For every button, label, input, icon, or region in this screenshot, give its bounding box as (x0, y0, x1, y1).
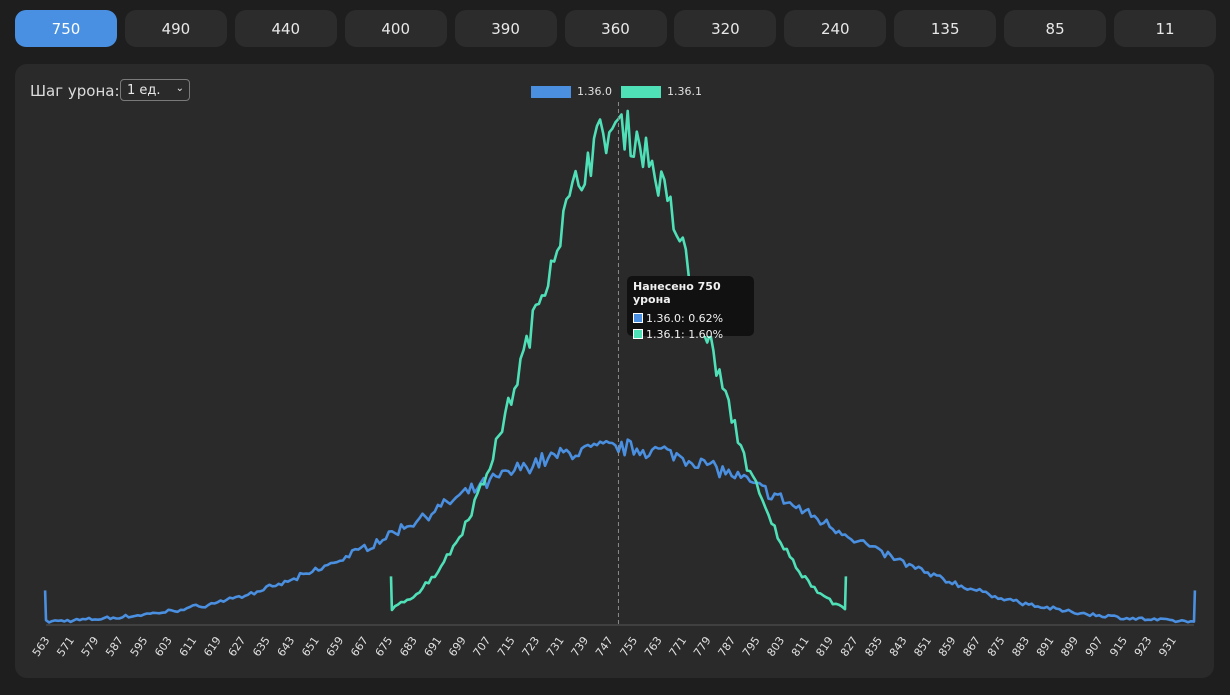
tab-490[interactable]: 490 (124, 10, 227, 47)
x-tick-label: 787 (716, 634, 739, 659)
x-tick-label: 747 (593, 634, 616, 659)
x-tick-label: 635 (250, 634, 273, 659)
x-tick-label: 779 (691, 634, 714, 659)
x-tick-label: 723 (520, 634, 543, 659)
tab-750[interactable]: 750 (15, 10, 117, 47)
step-select[interactable]: 1 ед. ⌄ (120, 79, 190, 101)
tab-240[interactable]: 240 (784, 10, 887, 47)
x-tick-label: 899 (1058, 634, 1081, 659)
x-tick-label: 651 (299, 634, 322, 659)
x-tick-label: 571 (54, 634, 77, 659)
chart-tooltip: Нанесено 750 урона 1.36.0: 0.62% 1.36.1:… (627, 276, 754, 341)
x-tick-label: 563 (30, 634, 53, 659)
x-tick-label: 643 (275, 634, 298, 659)
x-tick-label: 579 (79, 634, 102, 659)
legend-item-a[interactable]: 1.36.0 (531, 85, 612, 98)
tooltip-title: Нанесено 750 урона (633, 280, 721, 306)
x-tick-label: 611 (177, 634, 200, 659)
tab-135[interactable]: 135 (894, 10, 997, 47)
series-line-b[interactable] (389, 109, 848, 612)
tooltip-value-b: 1.36.1: 1.60% (646, 327, 724, 341)
x-tick-label: 619 (201, 634, 224, 659)
tab-11[interactable]: 11 (1114, 10, 1216, 47)
x-tick-label: 739 (569, 634, 592, 659)
x-tick-label: 731 (544, 634, 567, 659)
x-tick-label: 803 (764, 634, 787, 659)
tab-440[interactable]: 440 (234, 10, 337, 47)
tab-390[interactable]: 390 (454, 10, 557, 47)
x-tick-label: 603 (152, 634, 175, 659)
x-tick-label: 667 (348, 634, 371, 659)
x-tick-label: 819 (813, 634, 836, 659)
legend-item-b[interactable]: 1.36.1 (621, 85, 702, 98)
x-tick-label: 691 (422, 634, 445, 659)
x-tick-label: 595 (128, 634, 151, 659)
x-tick-label: 827 (838, 634, 861, 659)
legend-label-a: 1.36.0 (577, 85, 612, 98)
x-tick-label: 843 (887, 634, 910, 659)
tooltip-value-a: 1.36.0: 0.62% (646, 311, 724, 325)
x-tick-label: 859 (936, 634, 959, 659)
tooltip-row-b: 1.36.1: 1.60% (633, 326, 748, 342)
tab-320[interactable]: 320 (674, 10, 777, 47)
x-tick-label: 891 (1034, 634, 1057, 659)
tooltip-swatch-a (633, 313, 643, 323)
x-tick-label: 683 (397, 634, 420, 659)
x-tick-label: 715 (495, 634, 518, 659)
x-tick-label: 907 (1083, 634, 1106, 659)
x-tick-label: 755 (618, 634, 641, 659)
x-tick-label: 931 (1156, 634, 1179, 659)
tooltip-row-a: 1.36.0: 0.62% (633, 310, 748, 326)
x-tick-label: 875 (985, 634, 1008, 659)
x-tick-label: 763 (642, 634, 665, 659)
chevron-down-icon: ⌄ (175, 83, 184, 94)
x-tick-label: 915 (1107, 634, 1130, 659)
x-tick-label: 771 (667, 634, 690, 659)
x-tick-label: 835 (862, 634, 885, 659)
chart-panel (15, 64, 1214, 678)
x-tick-label: 587 (103, 634, 126, 659)
x-tick-label: 883 (1009, 634, 1032, 659)
x-tick-label: 675 (373, 634, 396, 659)
tab-85[interactable]: 85 (1004, 10, 1107, 47)
x-tick-label: 851 (911, 634, 934, 659)
x-tick-label: 923 (1132, 634, 1155, 659)
damage-tabs: 750 490 440 400 390 360 320 240 135 85 11 (15, 10, 1216, 48)
x-tick-label: 627 (226, 634, 249, 659)
x-tick-label: 707 (471, 634, 494, 659)
tab-400[interactable]: 400 (344, 10, 447, 47)
tab-360[interactable]: 360 (564, 10, 667, 47)
series-line-a[interactable] (43, 438, 1197, 624)
x-tick-label: 811 (789, 634, 812, 659)
legend-swatch-b (621, 85, 661, 98)
step-select-value: 1 ед. (127, 82, 161, 98)
x-tick-label: 699 (446, 634, 469, 659)
x-tick-label: 659 (324, 634, 347, 659)
legend-label-b: 1.36.1 (667, 85, 702, 98)
tooltip-swatch-b (633, 329, 643, 339)
legend-swatch-a (531, 85, 571, 98)
x-tick-label: 795 (740, 634, 763, 659)
x-tick-label: 867 (960, 634, 983, 659)
legend: 1.36.0 1.36.1 (531, 85, 711, 98)
step-label: Шаг урона: (30, 82, 120, 100)
